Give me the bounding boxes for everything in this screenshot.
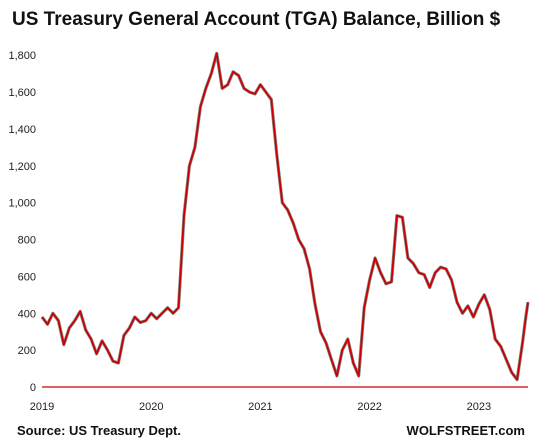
y-tick-label: 0	[30, 382, 36, 394]
series-line-shadow	[40, 51, 530, 382]
x-tick-label: 2021	[248, 401, 272, 413]
y-axis-ticks: 0 200 400 600 800 1,000 1,200 1,400 1,600 1,800	[8, 50, 36, 394]
chart-title: US Treasury General Account (TGA) Balanc…	[12, 9, 501, 30]
x-axis-ticks: 2019 2020 2021 2022 2023	[30, 401, 491, 413]
x-tick-label: 2020	[139, 401, 163, 413]
x-tick-label: 2023	[467, 401, 491, 413]
y-tick-label: 1,000	[8, 198, 36, 210]
x-tick-label: 2019	[30, 401, 54, 413]
series-lines	[40, 51, 530, 382]
y-tick-label: 600	[18, 271, 36, 283]
y-tick-label: 1,800	[8, 50, 36, 62]
y-tick-label: 1,600	[8, 87, 36, 99]
series-line	[41, 52, 529, 381]
source-note: Source: US Treasury Dept.	[17, 423, 181, 438]
y-tick-label: 1,400	[8, 124, 36, 136]
x-tick-label: 2022	[357, 401, 381, 413]
y-tick-label: 400	[18, 308, 36, 320]
brand-label: WOLFSTREET.com	[406, 423, 525, 438]
y-tick-label: 200	[18, 345, 36, 357]
y-tick-label: 1,200	[8, 161, 36, 173]
y-tick-label: 800	[18, 235, 36, 247]
